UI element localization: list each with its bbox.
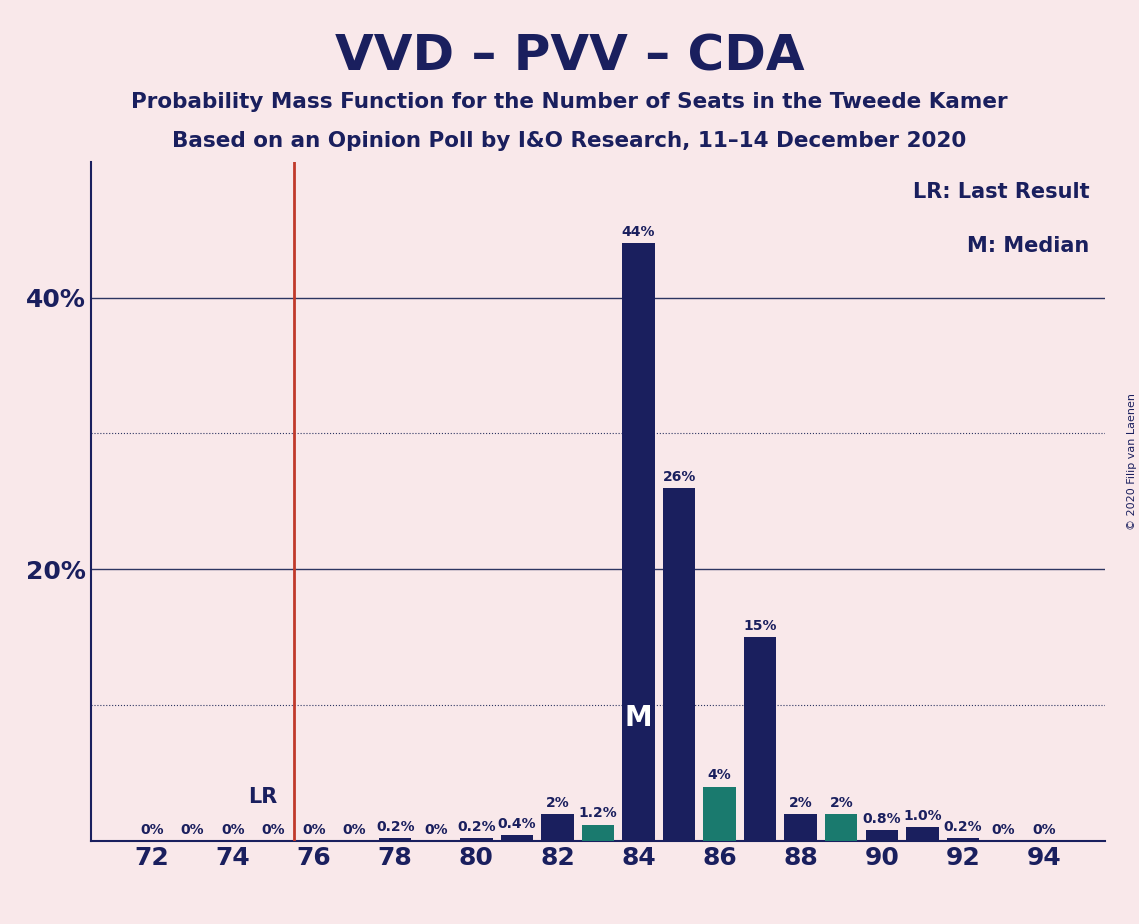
Text: M: Median: M: Median bbox=[967, 237, 1090, 256]
Text: 0%: 0% bbox=[992, 822, 1015, 837]
Bar bbox=[907, 827, 939, 841]
Text: 1.2%: 1.2% bbox=[579, 807, 617, 821]
Text: 44%: 44% bbox=[622, 225, 655, 239]
Text: Probability Mass Function for the Number of Seats in the Tweede Kamer: Probability Mass Function for the Number… bbox=[131, 92, 1008, 113]
Text: 0%: 0% bbox=[181, 822, 204, 837]
Bar bbox=[825, 814, 858, 841]
Bar bbox=[541, 814, 574, 841]
Text: 2%: 2% bbox=[829, 796, 853, 809]
Bar bbox=[785, 814, 817, 841]
Text: 0%: 0% bbox=[424, 822, 448, 837]
Text: 1.0%: 1.0% bbox=[903, 809, 942, 823]
Text: VVD – PVV – CDA: VVD – PVV – CDA bbox=[335, 32, 804, 80]
Text: M: M bbox=[624, 704, 653, 732]
Text: 0.2%: 0.2% bbox=[376, 820, 415, 834]
Bar bbox=[582, 824, 614, 841]
Text: 0.4%: 0.4% bbox=[498, 818, 536, 832]
Text: Based on an Opinion Poll by I&O Research, 11–14 December 2020: Based on an Opinion Poll by I&O Research… bbox=[172, 131, 967, 152]
Text: 15%: 15% bbox=[744, 619, 777, 633]
Text: LR: LR bbox=[248, 787, 278, 807]
Bar bbox=[704, 786, 736, 841]
Bar bbox=[947, 838, 980, 841]
Bar bbox=[460, 838, 492, 841]
Text: 0%: 0% bbox=[343, 822, 367, 837]
Text: 2%: 2% bbox=[789, 796, 812, 809]
Text: 0.2%: 0.2% bbox=[943, 820, 982, 834]
Text: 26%: 26% bbox=[663, 469, 696, 483]
Bar bbox=[501, 835, 533, 841]
Text: © 2020 Filip van Laenen: © 2020 Filip van Laenen bbox=[1126, 394, 1137, 530]
Text: 0.2%: 0.2% bbox=[457, 820, 495, 834]
Text: 0%: 0% bbox=[140, 822, 164, 837]
Bar bbox=[622, 243, 655, 841]
Text: LR: Last Result: LR: Last Result bbox=[913, 182, 1090, 202]
Bar bbox=[866, 830, 898, 841]
Text: 2%: 2% bbox=[546, 796, 570, 809]
Text: 0%: 0% bbox=[221, 822, 245, 837]
Text: 0%: 0% bbox=[1032, 822, 1056, 837]
Text: 0.8%: 0.8% bbox=[862, 812, 901, 826]
Bar bbox=[379, 838, 411, 841]
Text: 0%: 0% bbox=[262, 822, 286, 837]
Text: 4%: 4% bbox=[707, 769, 731, 783]
Text: 0%: 0% bbox=[302, 822, 326, 837]
Bar bbox=[663, 488, 695, 841]
Bar bbox=[744, 638, 777, 841]
